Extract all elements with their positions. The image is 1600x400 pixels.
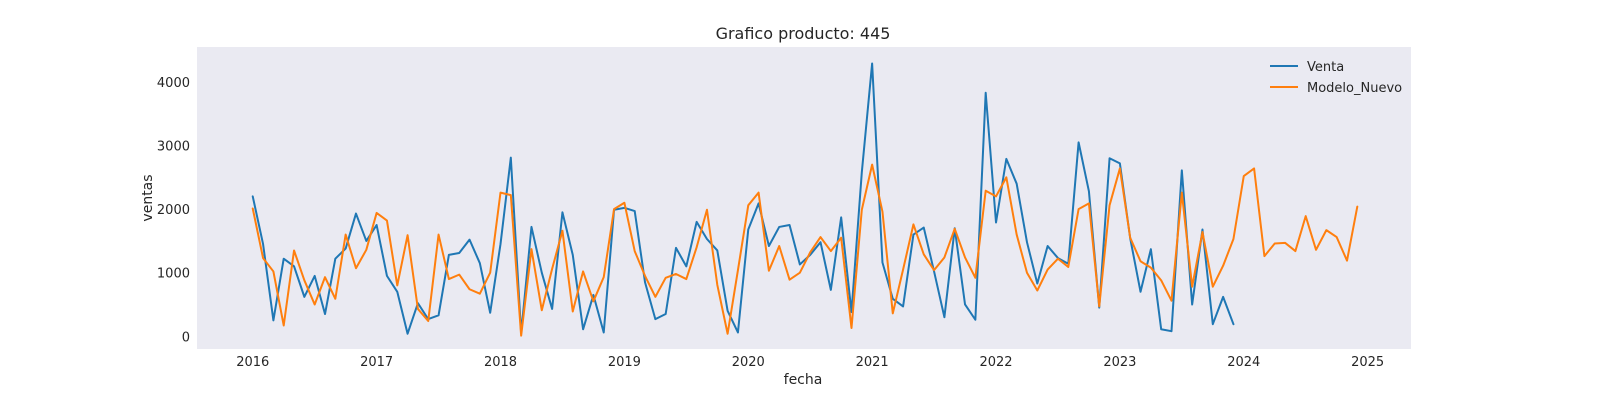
x-tick-label: 2016 bbox=[236, 355, 269, 370]
series-line-modelo-nuevo bbox=[251, 163, 1359, 337]
axis-ticks: 2016 2017 2018 2019 2020 2021 2022 2023 2024 2025… bbox=[157, 76, 1384, 370]
legend-label-venta: Venta bbox=[1307, 60, 1344, 75]
x-tick-label: 2023 bbox=[1103, 355, 1136, 370]
y-tick-label: 1000 bbox=[157, 267, 190, 282]
x-tick-label: 2025 bbox=[1351, 355, 1384, 370]
x-tick-label: 2019 bbox=[608, 355, 641, 370]
y-tick-label: 4000 bbox=[157, 76, 190, 91]
x-tick-label: 2017 bbox=[360, 355, 393, 370]
chart-title: Grafico producto: 445 bbox=[716, 24, 891, 43]
y-axis-label: ventas bbox=[140, 174, 156, 221]
plot-area bbox=[197, 47, 1411, 349]
x-tick-label: 2021 bbox=[856, 355, 889, 370]
legend-label-modelo-nuevo: Modelo_Nuevo bbox=[1307, 81, 1402, 96]
x-tick-label: 2018 bbox=[484, 355, 517, 370]
y-tick-label: 3000 bbox=[157, 140, 190, 155]
y-tick-label: 2000 bbox=[157, 203, 190, 218]
x-tick-label: 2024 bbox=[1227, 355, 1260, 370]
legend: Venta Modelo_Nuevo bbox=[1270, 60, 1402, 96]
series-line-venta bbox=[251, 62, 1235, 335]
x-tick-label: 2020 bbox=[732, 355, 765, 370]
y-tick-label: 0 bbox=[182, 330, 190, 345]
series-lines bbox=[251, 62, 1359, 337]
x-tick-label: 2022 bbox=[979, 355, 1012, 370]
x-axis-label: fecha bbox=[784, 372, 823, 388]
